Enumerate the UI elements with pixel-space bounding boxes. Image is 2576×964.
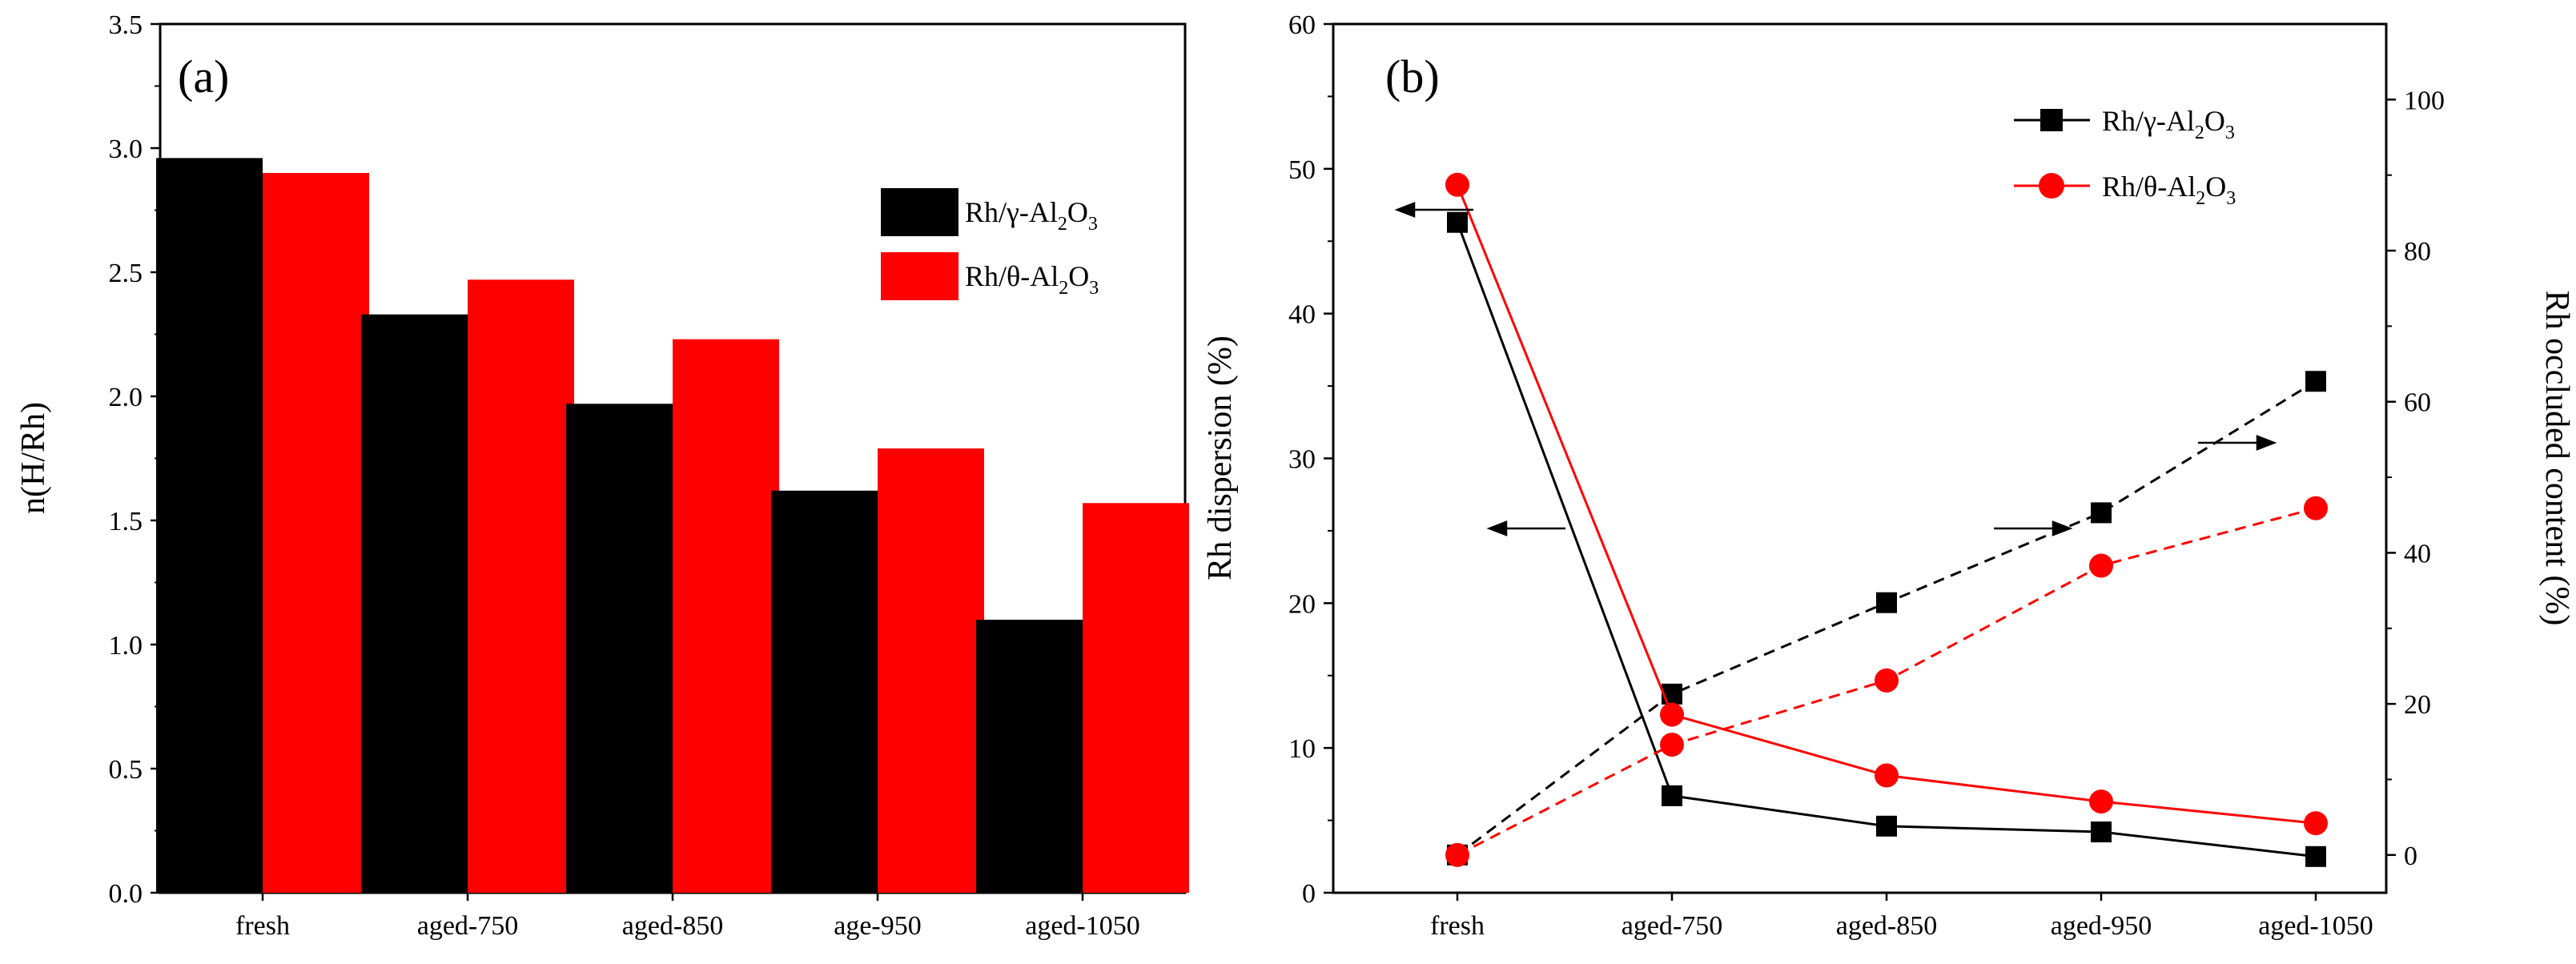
bar-theta [1083, 503, 1189, 893]
panel-b-left-tick-label: 40 [1288, 300, 1316, 330]
panel-b-left-tick-label: 50 [1288, 155, 1316, 185]
legend-marker-circle [2039, 173, 2064, 199]
arrow-right-lower-head [2052, 520, 2073, 536]
bar-gamma [566, 404, 673, 893]
arrow-right-upper-head [2256, 435, 2277, 451]
panel-b-axis-arrows [1394, 202, 2277, 536]
panel-b-line-chart: (b) 0 10 20 30 40 50 60 0 20 40 60 80 100 fresh aged-7… [1202, 10, 2575, 941]
point-dispersion-theta [2089, 789, 2113, 814]
panel-a-x-tick-label: age-950 [834, 911, 922, 941]
arrow-left-mid-head [1486, 520, 1508, 536]
legend-label-gamma: Rh/γ-Al2O3 [965, 196, 1098, 235]
panel-a-y-tick-label: 0.0 [109, 879, 143, 909]
bar-gamma [361, 314, 468, 893]
point-dispersion-theta [1660, 702, 1684, 727]
line-dispersion-gamma [1456, 222, 2317, 858]
point-dispersion-gamma [2091, 821, 2112, 843]
panel-a-legend: Rh/γ-Al2O3 Rh/θ-Al2O3 [881, 188, 1099, 300]
panel-a-bars [156, 158, 1189, 893]
panel-b-x-tick-label: aged-750 [1622, 911, 1723, 941]
point-occluded-gamma [1662, 683, 1682, 705]
legend-swatch-gamma [881, 188, 958, 236]
legend-swatch-theta [881, 252, 958, 300]
legend-marker-square [2040, 109, 2063, 131]
panel-b-left-tick-label: 30 [1288, 445, 1316, 475]
bar-theta [673, 339, 779, 893]
panel-b-x-tick-label: aged-1050 [2258, 911, 2373, 941]
panel-b-left-axis-title: Rh dispersion (%) [1202, 335, 1239, 580]
legend-label-gamma-b: Rh/γ-Al2O3 [2102, 105, 2235, 143]
panel-a-x-tick-label: fresh [235, 911, 290, 941]
point-occluded-theta [1875, 668, 1899, 693]
bar-theta [468, 279, 574, 893]
point-occluded-theta [1660, 733, 1684, 757]
point-occluded-theta [2304, 496, 2328, 520]
panel-b-legend: Rh/γ-Al2O3 Rh/θ-Al2O3 [2014, 105, 2236, 209]
panel-a-y-tick-label: 3.5 [109, 10, 143, 40]
panel-a-y-tick-label: 2.5 [109, 259, 143, 288]
panel-b-left-tick-label: 0 [1302, 879, 1316, 909]
point-dispersion-theta [1445, 172, 1469, 197]
point-occluded-theta [2089, 553, 2113, 578]
point-dispersion-gamma [1447, 211, 1468, 233]
panel-b-tag: (b) [1385, 50, 1440, 102]
panel-b-right-axis-title: Rh occluded content (%) [2538, 291, 2575, 626]
panel-b-left-tick-label: 10 [1288, 734, 1316, 764]
panel-b-x-tick-label: aged-850 [1836, 911, 1938, 941]
point-dispersion-theta [1875, 763, 1899, 788]
arrow-left-top-head [1394, 202, 1416, 218]
bar-gamma [771, 490, 878, 893]
bar-theta [878, 448, 984, 893]
panel-b-x-tick-label: fresh [1430, 911, 1485, 941]
point-occluded-gamma [1876, 592, 1897, 613]
panel-a-tag: (a) [178, 50, 229, 102]
bar-theta [263, 173, 369, 893]
panel-a-axes: 0.0 0.5 1.0 1.5 2.0 2.5 3.0 3.5 fresh aged-750 age… [109, 10, 1140, 941]
panel-b-axes: 0 10 20 30 40 50 60 0 20 40 60 80 100 fresh aged-750 ag… [1288, 10, 2445, 941]
panel-a-y-tick-label: 3.0 [109, 135, 143, 164]
legend-label-theta-b: Rh/θ-Al2O3 [2102, 171, 2236, 209]
panel-b-plot-frame [1332, 22, 2388, 894]
panel-a-bar-chart: (a) 0.0 0.5 1.0 1.5 2.0 2.5 3.0 3.5 fresh aged-75… [15, 10, 1189, 941]
panel-b-right-tick-label: 100 [2404, 86, 2445, 115]
point-occluded-gamma [2305, 371, 2326, 392]
panel-a-y-tick-label: 1.5 [109, 507, 143, 536]
point-occluded-gamma [2091, 502, 2112, 524]
panel-a-x-tick-label: aged-1050 [1025, 911, 1140, 941]
panel-a-x-tick-label: aged-850 [622, 911, 724, 941]
panel-b-x-tick-label: aged-950 [2051, 911, 2152, 941]
panel-b-left-tick-label: 60 [1288, 10, 1316, 40]
panel-a-y-tick-label: 1.0 [109, 631, 143, 661]
point-dispersion-gamma [2305, 846, 2326, 867]
point-occluded-theta [1445, 842, 1469, 867]
panel-a-y-tick-label: 0.5 [109, 755, 143, 785]
panel-b-series [1445, 172, 2328, 867]
panel-a-x-tick-label: aged-750 [417, 911, 519, 941]
panel-b-left-tick-label: 20 [1288, 589, 1316, 619]
panel-b-right-tick-label: 60 [2404, 388, 2431, 418]
point-dispersion-gamma [1876, 815, 1897, 837]
panel-a-y-axis-title: n(H/Rh) [15, 402, 52, 514]
point-dispersion-gamma [1662, 785, 1682, 806]
panel-b-right-tick-label: 80 [2404, 237, 2431, 267]
bar-gamma [156, 158, 263, 893]
panel-b-right-tick-label: 20 [2404, 690, 2431, 720]
bar-gamma [976, 620, 1083, 893]
panel-b-right-tick-label: 40 [2404, 539, 2431, 568]
panel-b-right-tick-label: 0 [2404, 841, 2417, 871]
panel-a-y-tick-label: 2.0 [109, 383, 143, 412]
point-dispersion-theta [2304, 811, 2328, 836]
legend-label-theta: Rh/θ-Al2O3 [965, 260, 1099, 299]
line-dispersion-theta [1456, 184, 2317, 825]
